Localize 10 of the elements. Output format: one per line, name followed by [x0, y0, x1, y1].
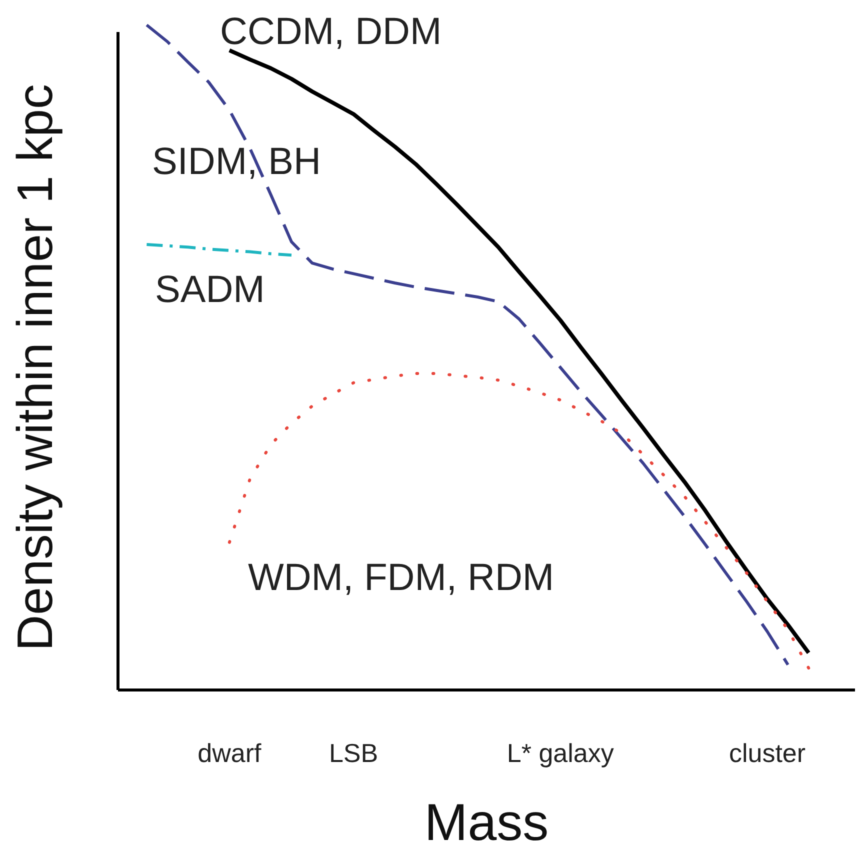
x-tick-label: cluster [728, 738, 806, 768]
x-tick-label: dwarf [198, 738, 262, 768]
series-label: CCDM, DDM [220, 11, 442, 53]
y-axis-title: Density within inner 1 kpc [7, 84, 63, 651]
series-label: WDM, FDM, RDM [248, 557, 554, 599]
x-tick-label: LSB [328, 738, 378, 768]
x-tick-label: L* galaxy [506, 738, 614, 768]
series-label: SIDM, BH [152, 141, 321, 183]
x-axis-title: Mass [424, 794, 549, 847]
series-label: SADM [155, 269, 265, 311]
